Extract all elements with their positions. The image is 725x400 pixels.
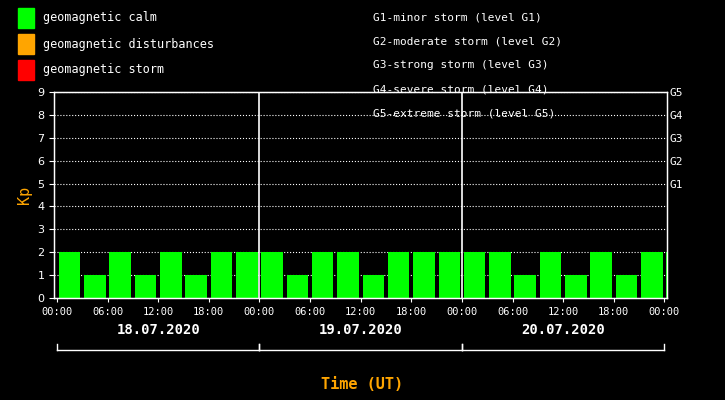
Bar [236,252,257,298]
Bar [616,275,637,298]
Text: geomagnetic disturbances: geomagnetic disturbances [43,38,214,50]
Bar [84,275,106,298]
Bar [464,252,485,298]
Bar [439,252,460,298]
Bar [286,275,308,298]
Text: Time (UT): Time (UT) [321,377,404,392]
Bar [388,252,410,298]
Bar [362,275,384,298]
Bar [641,252,663,298]
Text: 18.07.2020: 18.07.2020 [116,323,200,337]
Text: geomagnetic calm: geomagnetic calm [43,12,157,24]
Text: G2-moderate storm (level G2): G2-moderate storm (level G2) [373,36,563,46]
Text: 20.07.2020: 20.07.2020 [521,323,605,337]
Text: G5-extreme storm (level G5): G5-extreme storm (level G5) [373,108,555,118]
Bar [312,252,334,298]
Bar [666,252,688,298]
Bar [565,275,587,298]
Text: G4-severe storm (level G4): G4-severe storm (level G4) [373,84,549,94]
Bar [337,252,359,298]
Bar [186,275,207,298]
Text: geomagnetic storm: geomagnetic storm [43,64,164,76]
Text: G1-minor storm (level G1): G1-minor storm (level G1) [373,12,542,22]
Y-axis label: Kp: Kp [17,186,32,204]
Text: G3-strong storm (level G3): G3-strong storm (level G3) [373,60,549,70]
Bar [540,252,561,298]
Bar [413,252,435,298]
Bar [109,252,131,298]
Bar [59,252,80,298]
Bar [261,252,283,298]
Text: 19.07.2020: 19.07.2020 [319,323,402,337]
Bar [489,252,510,298]
Bar [135,275,157,298]
Bar [515,275,536,298]
Bar [211,252,232,298]
Bar [590,252,612,298]
Bar [160,252,181,298]
